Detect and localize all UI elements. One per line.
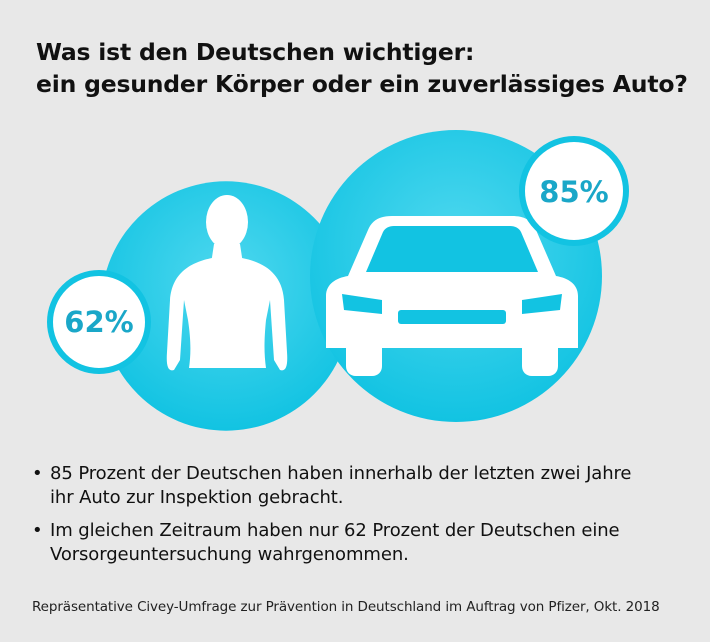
human-body-icon [166, 195, 288, 371]
bullet-list: 85 Prozent der Deutschen haben innerhalb… [32, 462, 650, 576]
bullet-item: 85 Prozent der Deutschen haben innerhalb… [32, 462, 650, 510]
bullet-item: Im gleichen Zeitraum haben nur 62 Prozen… [32, 519, 650, 567]
title-line-2: ein gesunder Körper oder ein zuverlässig… [36, 70, 688, 98]
value-label-koerper: 62% [64, 305, 133, 339]
source-footnote: Repräsentative Civey-Umfrage zur Prävent… [32, 599, 660, 615]
car-icon [326, 216, 578, 376]
value-label-auto: 85% [539, 175, 608, 209]
badge-auto [519, 136, 629, 246]
badge-koerper [47, 270, 151, 374]
title-line-1: Was ist den Deutschen wichtiger: [36, 38, 475, 66]
page-title: Was ist den Deutschen wichtiger: ein ges… [36, 36, 688, 100]
